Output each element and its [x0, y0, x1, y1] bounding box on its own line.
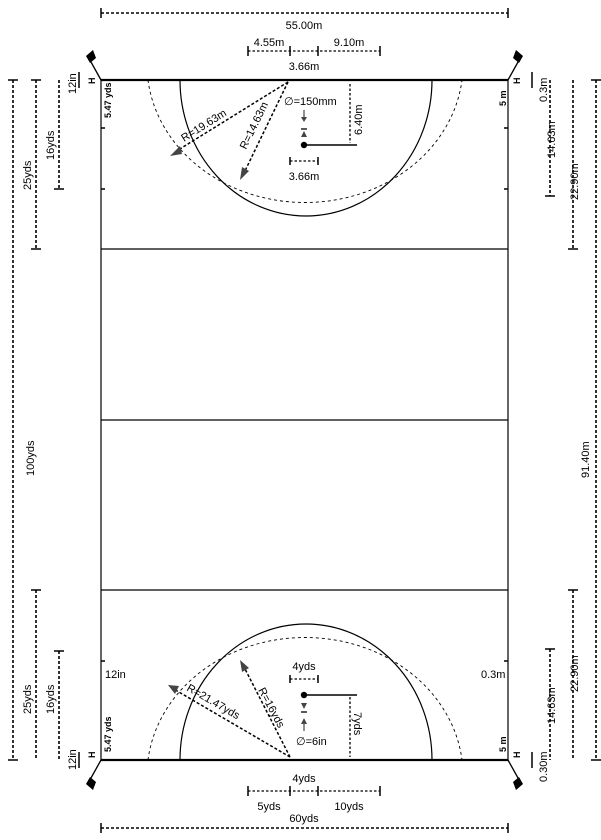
right-dimensions-top: 91.40m 22.90m 14.63m 0.3m H 5 m	[498, 72, 601, 761]
flag-icon	[86, 759, 102, 790]
right-03-label-top: 0.3m	[538, 78, 550, 102]
bottom-goal-offsets: 4yds 5yds 10yds	[247, 773, 381, 813]
penalty-spot-bottom	[300, 691, 308, 699]
goal-width-label-bottom: 4yds	[292, 773, 316, 785]
right-2290-label-top: 22.90m	[569, 163, 581, 200]
top-goal-offsets: 4.55m 9.10m 3.66m	[247, 37, 381, 73]
offset-right-label-top: 9.10m	[334, 37, 365, 49]
field-width-label-bottom: 60yds	[289, 813, 319, 825]
side-5m-label-top: 5 m	[498, 90, 508, 106]
side-yds-label-bottom: 5.47 yds	[103, 716, 113, 752]
side-yds-label-top: 5.47 yds	[103, 82, 113, 118]
top-penalty-spot: ∅=150mm 6.40m 3.66m	[284, 84, 365, 183]
right-dimensions-bottom: 22.90m 14.63m 0.30m H 5 m 0.3m	[481, 589, 581, 782]
h-label-top-left: H	[87, 78, 97, 85]
left-16yds-label-top: 16yds	[45, 130, 57, 160]
total-length-yds-label: 100yds	[25, 440, 37, 476]
bottom-radius-lines: R=21.47yds R=16yds	[168, 660, 291, 758]
side-5m-label-bottom: 5 m	[498, 736, 508, 752]
total-length-m-label: 91.40m	[580, 441, 592, 478]
bottom-shooting-circle	[147, 623, 463, 761]
h-label-top-right: H	[512, 78, 522, 85]
right-1463-label-top: 14.63m	[546, 121, 558, 158]
offset-left-label-top: 4.55m	[254, 37, 285, 49]
penalty-spot-top	[300, 141, 308, 149]
corner-flags	[86, 50, 523, 790]
radius-outer-label-bottom: R=21.47yds	[185, 682, 243, 722]
bottom-penalty-spot: 4yds 7yds ∅=6in	[289, 661, 363, 757]
offset-left-label-bottom: 5yds	[257, 801, 281, 813]
spot-diameter-label-bottom: ∅=6in	[296, 736, 327, 748]
left-dimensions-bottom: 25yds 16yds 12in H 5.47 yds 12in	[22, 589, 126, 770]
top-radius-lines: R=19.63m R=14.63m	[170, 81, 289, 180]
bottom-dashed-circle	[147, 637, 463, 761]
flag-icon	[507, 50, 523, 81]
offset-right-label-bottom: 10yds	[334, 801, 364, 813]
left-16yds-label-bottom: 16yds	[45, 684, 57, 714]
right-03-label-bottom: 0.3m	[481, 669, 505, 681]
spot-diameter-label-top: ∅=150mm	[284, 96, 337, 108]
spot-width-label-top: 3.66m	[289, 171, 320, 183]
right-1463-label-bottom: 14.63m	[546, 687, 558, 724]
field-outline	[100, 78, 509, 762]
flag-icon	[86, 50, 102, 81]
left-dimensions-top: 100yds 25yds 16yds 12in H 5.47 yds	[8, 72, 113, 761]
left-25yds-label-bottom: 25yds	[22, 684, 34, 714]
left-25yds-label-top: 25yds	[22, 160, 34, 190]
h-label-bottom-right: H	[512, 752, 522, 759]
left-12in-side-label: 12in	[105, 669, 126, 681]
goal-width-label-top: 3.66m	[289, 61, 320, 73]
spot-distance-label-top: 6.40m	[353, 104, 365, 135]
right-2290-label-bottom: 22.90m	[569, 655, 581, 692]
h-label-bottom-left: H	[87, 752, 97, 759]
field-width-label-top: 55.00m	[286, 20, 323, 32]
left-12in-label-top: 12in	[67, 73, 79, 94]
left-12in-label-bottom: 12in	[67, 749, 79, 770]
spot-distance-label-bottom: 7yds	[351, 712, 363, 736]
radius-inner-label-top: R=14.63m	[238, 100, 271, 151]
radius-outer-label-top: R=19.63m	[179, 107, 229, 144]
bottom-width-dimension: 60yds	[100, 813, 509, 833]
radius-inner-label-bottom: R=16yds	[255, 686, 286, 731]
top-width-dimension: 55.00m	[100, 8, 509, 32]
spot-width-label-bottom: 4yds	[292, 661, 316, 673]
flag-icon	[507, 759, 523, 790]
top-dashed-circle	[147, 79, 463, 203]
top-shooting-circle	[147, 79, 463, 217]
right-030-label-bottom: 0.30m	[538, 751, 550, 782]
